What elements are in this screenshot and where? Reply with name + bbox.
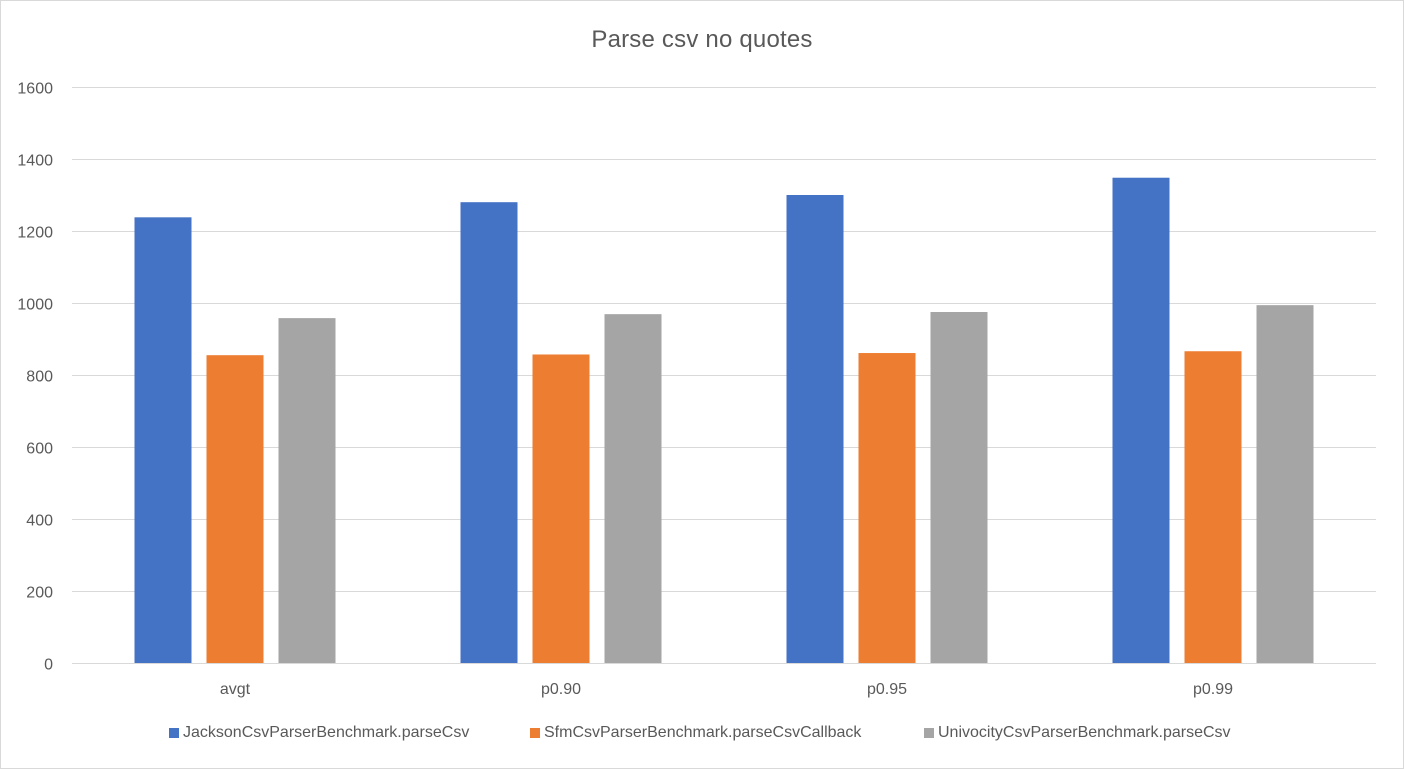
legend-swatch-univocity [924, 728, 934, 738]
y-tick-label-0: 0 [44, 657, 53, 674]
y-tick-label-1000: 1000 [17, 297, 53, 314]
y-tick-label-200: 200 [26, 585, 53, 602]
chart-title: Parse csv no quotes [591, 26, 813, 53]
legend-swatch-sfm [530, 728, 540, 738]
bar-univocity-avgt [278, 318, 336, 663]
bar-jackson-p090 [460, 202, 518, 663]
bar-sfm-p090 [532, 354, 590, 663]
y-tick-label-800: 800 [26, 369, 53, 386]
x-tick-label-p099: p0.99 [1193, 681, 1233, 698]
bar-jackson-p099 [1112, 177, 1170, 663]
x-tick-label-p095: p0.95 [867, 681, 907, 698]
bar-univocity-p095 [930, 312, 988, 663]
legend-item-sfm: SfmCsvParserBenchmark.parseCsvCallback [530, 722, 861, 744]
bar-sfm-p099 [1184, 351, 1242, 663]
y-tick-label-600: 600 [26, 441, 53, 458]
legend-swatch-jackson [169, 728, 179, 738]
y-tick-label-400: 400 [26, 513, 53, 530]
legend-label-sfm: SfmCsvParserBenchmark.parseCsvCallback [544, 724, 862, 741]
bar-sfm-avgt [206, 355, 264, 663]
legend-label-univocity: UnivocityCsvParserBenchmark.parseCsv [938, 724, 1231, 741]
bar-univocity-p099 [1256, 305, 1314, 663]
bar-univocity-p090 [604, 314, 662, 663]
y-tick-label-1600: 1600 [17, 81, 53, 98]
bar-sfm-p095 [858, 353, 916, 663]
legend-item-univocity: UnivocityCsvParserBenchmark.parseCsv [924, 722, 1231, 744]
y-tick-label-1400: 1400 [17, 153, 53, 170]
x-tick-label-avgt: avgt [220, 681, 251, 698]
legend: JacksonCsvParserBenchmark.parseCsv SfmCs… [0, 722, 1404, 746]
legend-item-jackson: JacksonCsvParserBenchmark.parseCsv [169, 722, 469, 744]
bar-jackson-p095 [786, 195, 844, 663]
legend-label-jackson: JacksonCsvParserBenchmark.parseCsv [183, 724, 470, 741]
bar-jackson-avgt [134, 217, 192, 663]
y-tick-label-1200: 1200 [17, 225, 53, 242]
x-tick-label-p090: p0.90 [541, 681, 581, 698]
